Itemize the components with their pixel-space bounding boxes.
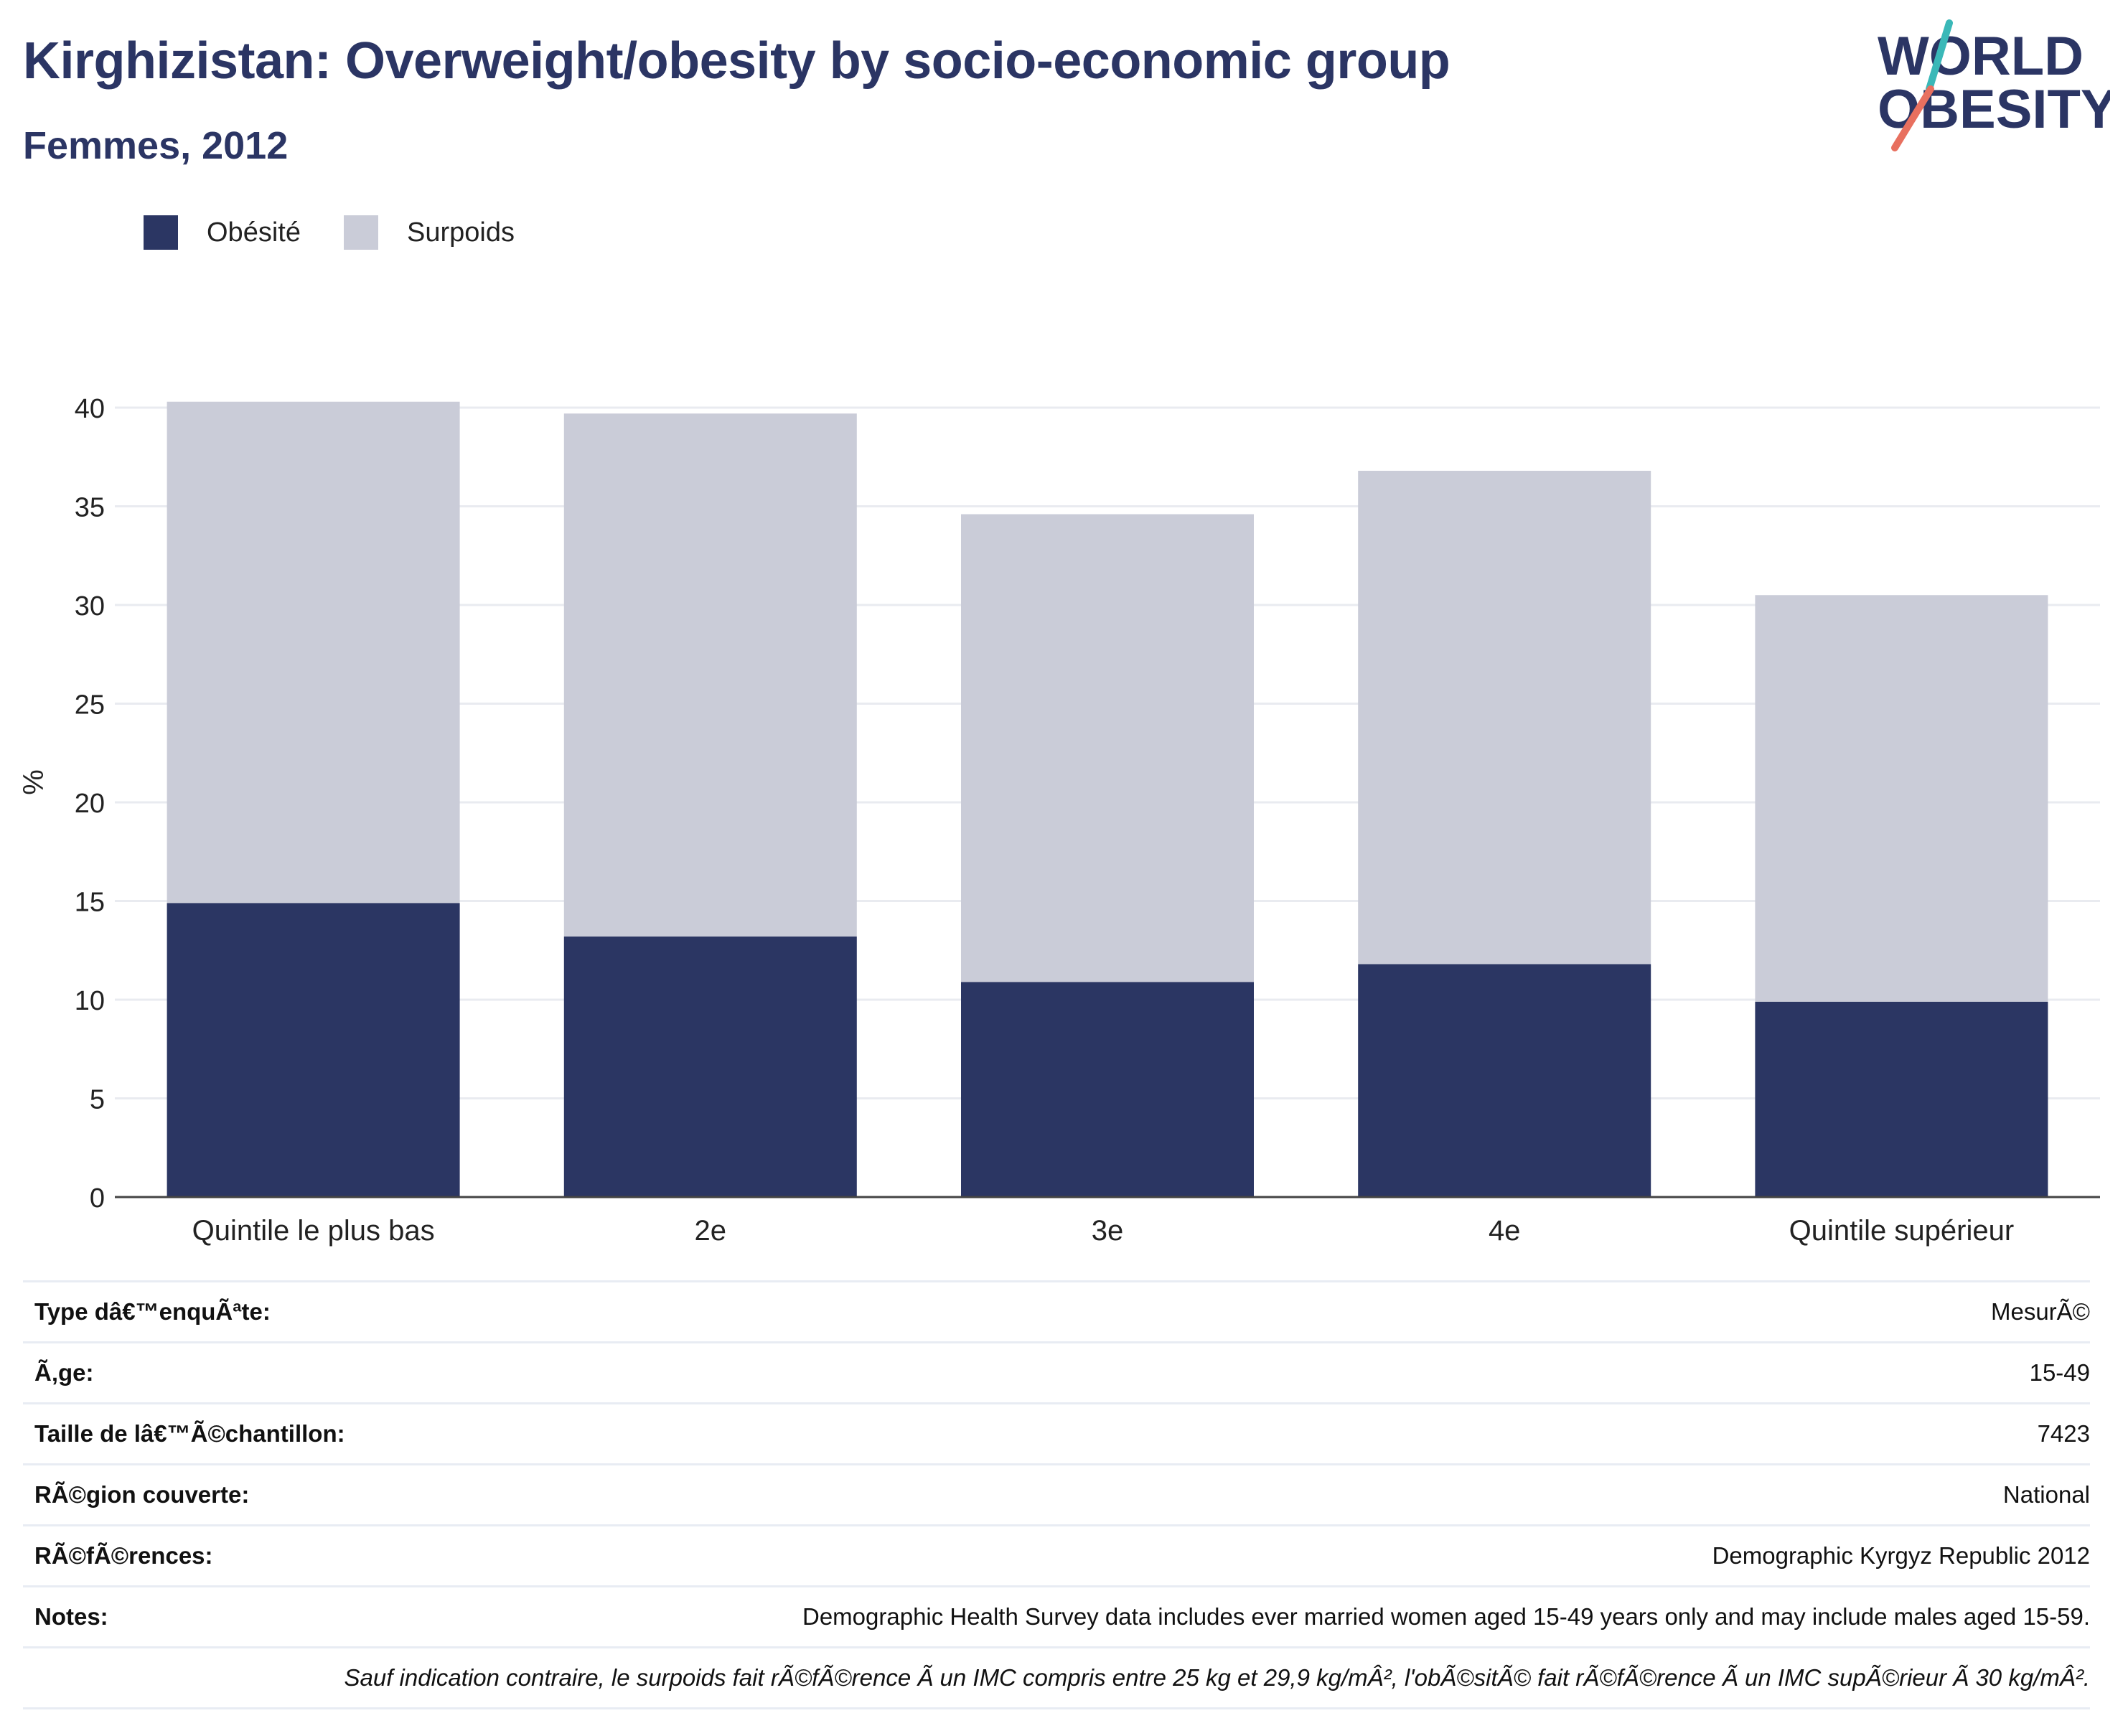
y-tick-label: 40 — [75, 394, 105, 424]
info-key: Taille de lâ€™Ã©chantillon: — [23, 1402, 446, 1465]
chart-legend: Obésité Surpoids — [144, 212, 558, 253]
legend-label-overweight: Surpoids — [406, 217, 515, 248]
info-value: MesurÃ© — [446, 1280, 2090, 1343]
footnote: Sauf indication contraire, le surpoids f… — [23, 1646, 2090, 1709]
bars — [167, 401, 2048, 1198]
logo-line1: WORLD — [1878, 26, 2084, 87]
info-row: Type dâ€™enquÃªte: MesurÃ© — [23, 1280, 2090, 1343]
info-row: RÃ©gion couverte: National — [23, 1463, 2090, 1526]
y-axis-label: % — [18, 769, 50, 795]
bar-obesity[interactable] — [1358, 964, 1651, 1198]
info-row: Notes: Demographic Health Survey data in… — [23, 1585, 2090, 1648]
bar-obesity[interactable] — [563, 937, 857, 1197]
y-tick-label: 25 — [75, 690, 105, 721]
y-tick-label: 15 — [75, 888, 105, 918]
bar-overweight[interactable] — [167, 401, 460, 904]
chart-subtitle: Femmes, 2012 — [23, 124, 289, 167]
info-key: Notes: — [23, 1585, 446, 1648]
info-key: RÃ©gion couverte: — [23, 1463, 446, 1526]
world-obesity-logo: WORLD OBESITY — [1878, 19, 2110, 151]
x-tick-label: 3e — [1092, 1215, 1124, 1247]
y-tick-label: 0 — [90, 1183, 105, 1214]
legend-item-overweight[interactable]: Surpoids — [343, 215, 515, 250]
x-tick-label: 2e — [695, 1215, 727, 1247]
footnote-row: Sauf indication contraire, le surpoids f… — [23, 1646, 2090, 1709]
info-value: Demographic Kyrgyz Republic 2012 — [446, 1524, 2090, 1587]
info-row: RÃ©fÃ©rences: Demographic Kyrgyz Republi… — [23, 1524, 2090, 1587]
x-tick-label: 4e — [1489, 1215, 1521, 1247]
x-tick-label: Quintile le plus bas — [192, 1215, 435, 1247]
info-row: Taille de lâ€™Ã©chantillon: 7423 — [23, 1402, 2090, 1465]
info-value: 7423 — [446, 1402, 2090, 1465]
legend-label-obesity: Obésité — [207, 217, 301, 248]
info-value: 15-49 — [446, 1341, 2090, 1404]
info-value: National — [446, 1463, 2090, 1526]
bar-obesity[interactable] — [961, 982, 1254, 1197]
logo-slash-coral — [1891, 85, 1934, 151]
info-key: Type dâ€™enquÃªte: — [23, 1280, 446, 1343]
bar-overweight[interactable] — [1358, 471, 1651, 965]
info-key: RÃ©fÃ©rences: — [23, 1524, 446, 1587]
axes: 0 5 10 15 20 25 30 35 40 Quintile le plus bas 2e 3e… — [75, 394, 2100, 1247]
legend-item-obesity[interactable]: Obésité — [144, 215, 301, 250]
y-tick-label: 5 — [90, 1085, 105, 1115]
y-tick-label: 30 — [75, 591, 105, 621]
bar-overweight[interactable] — [1755, 595, 2048, 1002]
legend-swatch-overweight — [343, 215, 378, 250]
info-row: Ã‚ge: 15-49 — [23, 1341, 2090, 1404]
legend-swatch-obesity — [144, 215, 178, 250]
stacked-bar-chart: 0 5 10 15 20 25 30 35 40 Quintile le plus bas 2e 3e… — [18, 394, 2100, 1247]
bar-overweight[interactable] — [563, 413, 857, 937]
logo-line2: OBESITY — [1878, 79, 2110, 140]
y-tick-label: 10 — [75, 986, 105, 1016]
x-tick-label: Quintile supérieur — [1789, 1215, 2015, 1247]
survey-info-table: Type dâ€™enquÃªte: MesurÃ© Ã‚ge: 15-49 T… — [23, 1280, 2090, 1709]
logo-slash-teal — [1926, 19, 1953, 93]
bar-overweight[interactable] — [961, 514, 1254, 982]
bar-obesity[interactable] — [1755, 1001, 2048, 1197]
info-value: Demographic Health Survey data includes … — [446, 1585, 2090, 1648]
y-tick-label: 35 — [75, 493, 105, 523]
info-key: Ã‚ge: — [23, 1341, 446, 1404]
chart-title: Kirghizistan: Overweight/obesity by soci… — [23, 32, 1451, 90]
y-tick-label: 20 — [75, 789, 105, 819]
bar-obesity[interactable] — [167, 903, 460, 1197]
